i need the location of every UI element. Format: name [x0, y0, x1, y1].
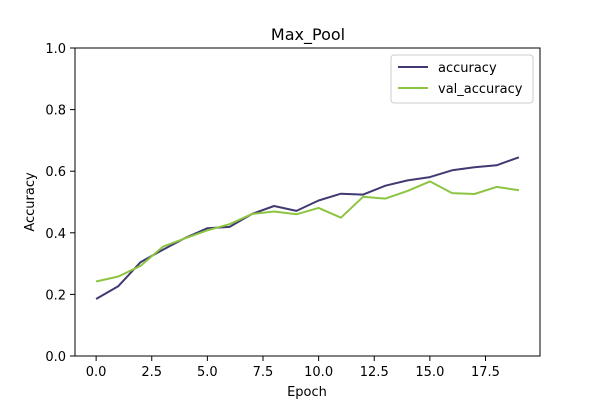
x-tick-label: 0.0 — [86, 365, 107, 380]
y-tick-label: 0.8 — [45, 104, 66, 119]
y-tick-label: 0.6 — [45, 165, 66, 180]
y-tick-label: 0.4 — [45, 227, 66, 242]
plot-frame — [74, 47, 541, 357]
legend-label-accuracy: accuracy — [438, 61, 497, 76]
x-tick-label: 10.0 — [304, 365, 333, 380]
x-tick-label: 15.0 — [415, 365, 444, 380]
x-axis: 0.0 2.5 5.0 7.5 10.0 12.5 15.0 17.5 — [86, 356, 500, 380]
series-line-val-accuracy — [95, 180, 520, 283]
y-tick-label: 1.0 — [45, 42, 66, 57]
series-line-accuracy — [95, 156, 520, 300]
x-tick-label: 2.5 — [141, 365, 162, 380]
y-axis-label: Accuracy — [23, 172, 38, 232]
x-tick-label: 7.5 — [253, 365, 274, 380]
x-tick-label: 12.5 — [360, 365, 389, 380]
x-tick-label: 5.0 — [197, 365, 218, 380]
x-axis-label: Epoch — [287, 385, 327, 400]
x-tick-label: 17.5 — [471, 365, 500, 380]
series-layer — [95, 156, 520, 300]
y-axis: 0.0 0.2 0.4 0.6 0.8 1.0 — [45, 42, 75, 365]
legend-label-val-accuracy: val_accuracy — [438, 82, 523, 97]
y-tick-label: 0.2 — [45, 288, 66, 303]
y-tick-label: 0.0 — [45, 350, 66, 365]
legend: accuracy val_accuracy — [390, 54, 534, 104]
chart-title: Max_Pool — [271, 25, 345, 45]
